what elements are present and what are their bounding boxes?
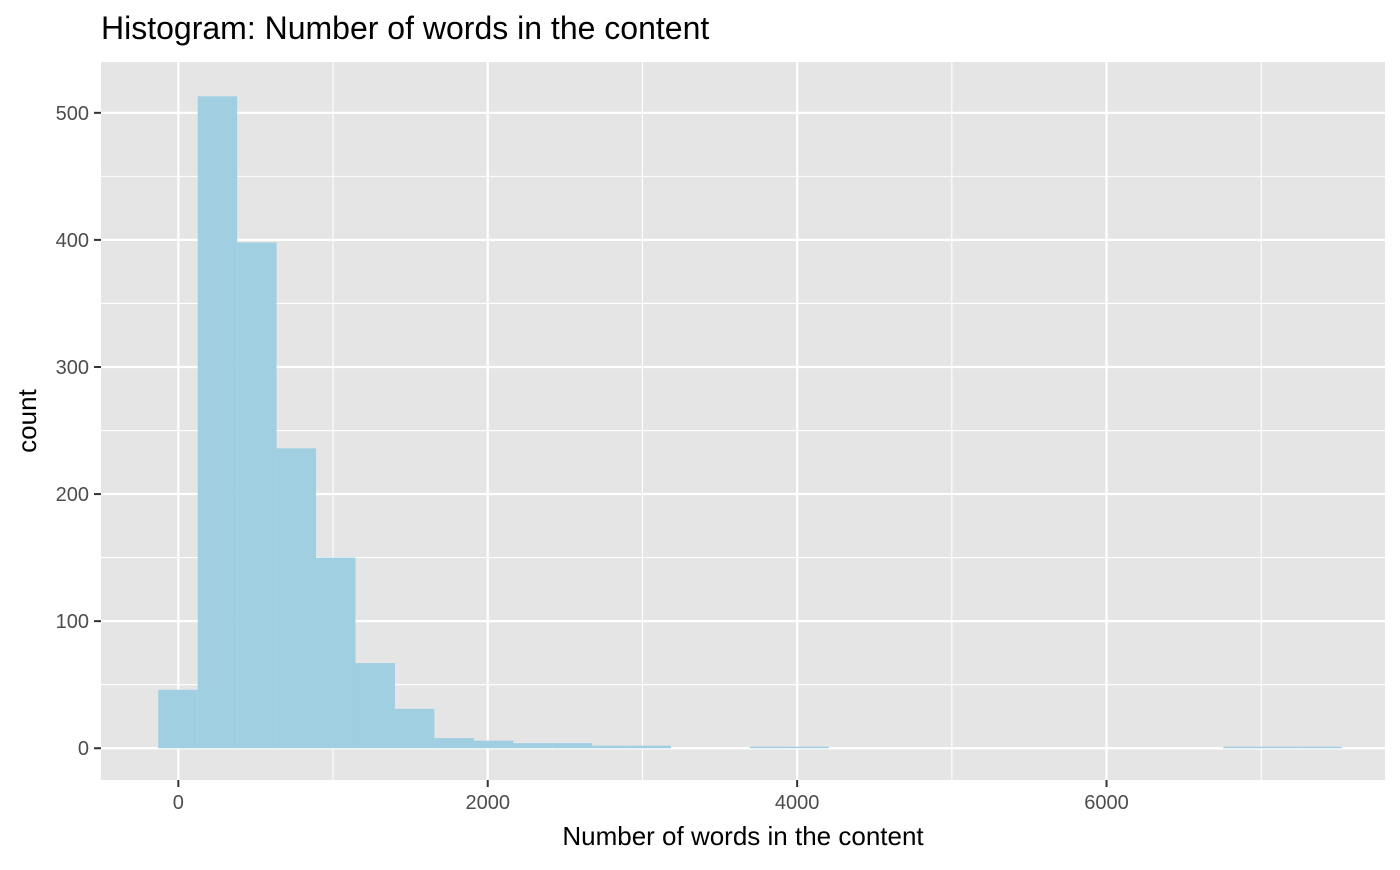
y-tick-label: 400 [56,230,89,252]
chart-title: Histogram: Number of words in the conten… [101,10,709,46]
histogram-bar [1302,746,1342,749]
histogram-bar [631,745,672,749]
y-tick-label: 300 [56,357,89,379]
minor-gridlines [101,62,1385,780]
x-axis-ticks: 0 2000 4000 6000 [173,780,1129,814]
x-axis-title: Number of words in the content [562,821,924,851]
x-tick-label: 0 [173,792,184,814]
x-tick-label: 2000 [465,792,510,814]
histogram-bar [1223,746,1263,749]
y-tick-label: 200 [56,484,89,506]
y-tick-label: 100 [56,611,89,633]
y-axis-title: count [12,388,42,452]
histogram-bar [789,746,829,749]
histogram-bar [237,242,277,749]
histogram-bar [513,743,553,749]
histogram-bar [158,689,198,749]
histogram-bar [355,663,395,749]
y-tick-label: 500 [56,103,89,125]
x-tick-label: 6000 [1084,792,1129,814]
histogram-bar [592,745,632,749]
histogram-bar [394,708,435,749]
histogram-bar [197,96,238,749]
y-tick-label: 0 [78,738,89,760]
y-axis-ticks: 0 100 200 300 400 500 [56,103,101,760]
histogram-bars [158,96,1342,749]
histogram-bar [552,743,593,749]
histogram-bar [276,448,317,749]
histogram-bar [434,738,474,749]
histogram-bar [316,557,356,749]
histogram-bar [1262,746,1303,749]
histogram-bar [749,746,790,749]
histogram-bar [473,740,514,749]
x-tick-label: 4000 [775,792,820,814]
